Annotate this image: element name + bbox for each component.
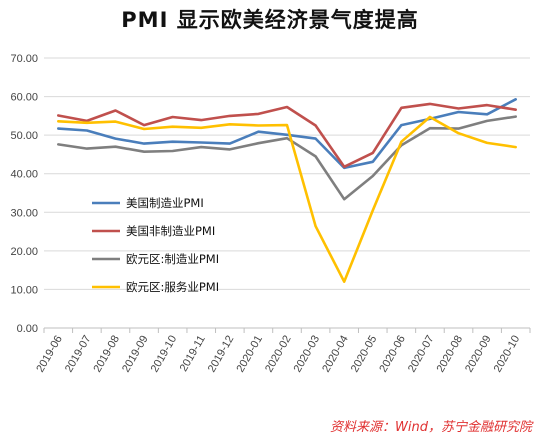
series-line-4 xyxy=(56,115,518,284)
legend-label-2: 美国非制造业PMI xyxy=(126,224,215,238)
legend: 美国制造业PMI 美国非制造业PMI 欧元区:制造业PMI 欧元区:服务业PMI xyxy=(92,196,219,294)
series-line-3 xyxy=(56,115,518,201)
legend-label-4: 欧元区:服务业PMI xyxy=(126,280,219,294)
x-tick-label: 2020-09 xyxy=(463,334,494,375)
x-tick-label: 2019-08 xyxy=(91,334,122,375)
series-line-1 xyxy=(56,98,518,170)
x-tick-label: 2020-02 xyxy=(263,334,294,375)
chart-title: PMI 显示欧美经济景气度提高 xyxy=(121,8,419,32)
x-tick-label: 2019-07 xyxy=(63,334,94,375)
y-tick-label: 20.00 xyxy=(10,246,38,258)
x-tick-label: 2019-09 xyxy=(120,334,151,375)
legend-label-3: 欧元区:制造业PMI xyxy=(126,252,219,266)
grid-layer xyxy=(44,57,530,290)
y-tick-label: 50.00 xyxy=(10,130,38,142)
y-tick-label: 60.00 xyxy=(10,92,38,104)
x-tick-label: 2020-10 xyxy=(492,334,523,375)
x-tick-label: 2019-11 xyxy=(178,334,208,374)
x-tick-label: 2020-05 xyxy=(349,334,380,375)
x-tick-label: 2020-07 xyxy=(406,334,437,375)
y-tick-label: 10.00 xyxy=(10,284,38,296)
x-tick-label: 2020-01 xyxy=(234,334,265,375)
x-tick-label: 2020-08 xyxy=(435,334,466,375)
x-tick-label: 2020-04 xyxy=(320,334,351,375)
x-tick-label: 2020-03 xyxy=(292,334,323,375)
series-line-2 xyxy=(56,102,518,169)
x-tick-label: 2019-06 xyxy=(34,334,65,375)
axis-layer: 0.00 10.00 20.00 30.00 40.00 50.00 60.00 70.00 2… xyxy=(10,53,531,375)
y-tick-label: 0.00 xyxy=(17,323,38,335)
y-tick-label: 70.00 xyxy=(10,53,38,65)
series-layer xyxy=(56,98,518,284)
x-tick-label: 2019-10 xyxy=(149,334,180,375)
x-tick-label: 2019-12 xyxy=(206,334,237,375)
legend-label-1: 美国制造业PMI xyxy=(126,196,204,210)
y-tick-label: 40.00 xyxy=(10,169,38,181)
x-tick-label: 2020-06 xyxy=(377,334,408,375)
y-tick-label: 30.00 xyxy=(10,207,38,219)
source-note: 资料来源：Wind，苏宁金融研究院 xyxy=(330,420,532,435)
